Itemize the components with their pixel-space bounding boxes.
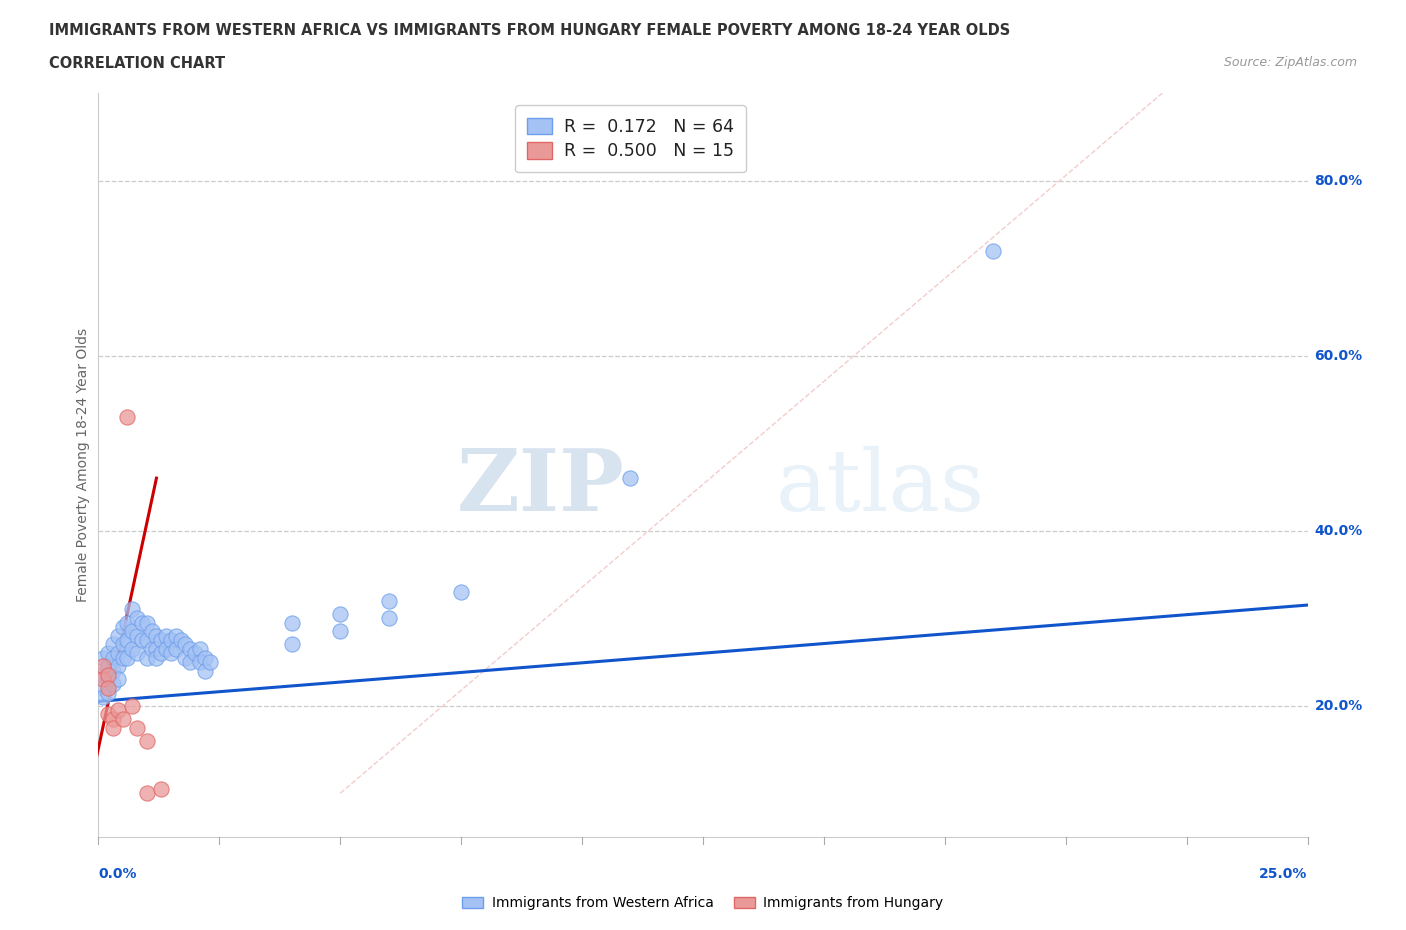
Text: 80.0%: 80.0% <box>1315 174 1362 188</box>
Point <box>97 685 120 700</box>
Point <box>121 698 143 713</box>
Point <box>174 637 197 652</box>
Point <box>198 655 221 670</box>
Point <box>101 637 124 652</box>
Point <box>194 650 217 665</box>
Point <box>135 650 157 665</box>
Legend: Immigrants from Western Africa, Immigrants from Hungary: Immigrants from Western Africa, Immigran… <box>457 891 949 916</box>
Point <box>169 632 191 647</box>
Point <box>188 642 211 657</box>
Point <box>101 663 124 678</box>
Point <box>160 645 183 660</box>
Point <box>179 642 201 657</box>
Point <box>450 584 472 599</box>
Point <box>145 642 167 657</box>
Point <box>127 645 149 660</box>
Point <box>107 703 129 718</box>
Point <box>165 629 187 644</box>
Point <box>117 632 139 647</box>
Point <box>111 637 134 652</box>
Point <box>111 650 134 665</box>
Point <box>619 471 641 485</box>
Point <box>188 655 211 670</box>
Text: CORRELATION CHART: CORRELATION CHART <box>49 56 225 71</box>
Point <box>131 615 153 630</box>
Point <box>117 409 139 424</box>
Text: atlas: atlas <box>776 445 984 529</box>
Point <box>101 720 124 735</box>
Point <box>141 642 163 657</box>
Point <box>155 629 177 644</box>
Text: 25.0%: 25.0% <box>1260 867 1308 881</box>
Point <box>91 672 114 687</box>
Point <box>97 707 120 722</box>
Point <box>131 632 153 647</box>
Point <box>107 629 129 644</box>
Point <box>281 637 304 652</box>
Text: IMMIGRANTS FROM WESTERN AFRICA VS IMMIGRANTS FROM HUNGARY FEMALE POVERTY AMONG 1: IMMIGRANTS FROM WESTERN AFRICA VS IMMIGR… <box>49 23 1011 38</box>
Text: 20.0%: 20.0% <box>1315 698 1362 712</box>
Point <box>121 624 143 639</box>
Point <box>184 645 207 660</box>
Point <box>135 786 157 801</box>
Point <box>101 650 124 665</box>
Point <box>97 645 120 660</box>
Point <box>101 676 124 691</box>
Point <box>329 606 352 621</box>
Point <box>194 663 217 678</box>
Text: ZIP: ZIP <box>457 445 624 529</box>
Point <box>145 650 167 665</box>
Point <box>121 602 143 617</box>
Point <box>107 645 129 660</box>
Point <box>281 615 304 630</box>
Point <box>107 672 129 687</box>
Y-axis label: Female Poverty Among 18-24 Year Olds: Female Poverty Among 18-24 Year Olds <box>76 328 90 602</box>
Point <box>160 632 183 647</box>
Point <box>121 642 143 657</box>
Point <box>91 689 114 704</box>
Point <box>127 629 149 644</box>
Point <box>97 668 120 683</box>
Point <box>145 629 167 644</box>
Text: 60.0%: 60.0% <box>1315 349 1362 363</box>
Point <box>174 650 197 665</box>
Point <box>91 650 114 665</box>
Text: 40.0%: 40.0% <box>1315 524 1362 538</box>
Point <box>165 642 187 657</box>
Point <box>150 645 173 660</box>
Point <box>127 720 149 735</box>
Text: Source: ZipAtlas.com: Source: ZipAtlas.com <box>1223 56 1357 69</box>
Point <box>981 243 1004 258</box>
Point <box>377 593 399 608</box>
Point <box>141 624 163 639</box>
Point <box>91 681 114 696</box>
Point <box>117 650 139 665</box>
Text: 0.0%: 0.0% <box>98 867 136 881</box>
Point <box>135 615 157 630</box>
Point <box>97 672 120 687</box>
Point <box>155 642 177 657</box>
Point <box>377 611 399 626</box>
Point <box>97 681 120 696</box>
Point <box>101 711 124 726</box>
Point <box>97 658 120 673</box>
Point <box>127 611 149 626</box>
Point <box>91 658 114 673</box>
Point <box>150 632 173 647</box>
Point <box>111 619 134 634</box>
Point <box>91 668 114 683</box>
Point <box>329 624 352 639</box>
Point <box>135 632 157 647</box>
Point <box>179 655 201 670</box>
Point <box>135 733 157 748</box>
Point <box>107 658 129 673</box>
Point <box>111 711 134 726</box>
Legend: R =  0.172   N = 64, R =  0.500   N = 15: R = 0.172 N = 64, R = 0.500 N = 15 <box>515 105 745 172</box>
Point <box>117 615 139 630</box>
Point <box>150 781 173 796</box>
